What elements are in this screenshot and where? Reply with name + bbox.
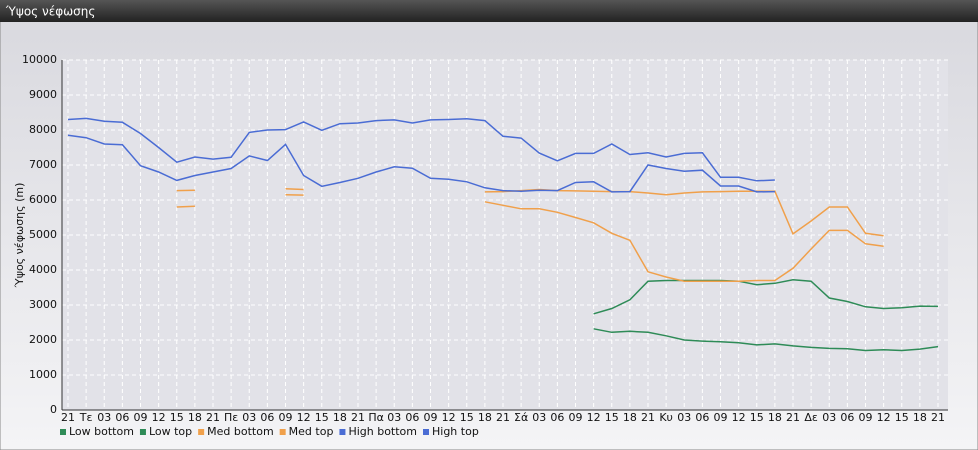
legend-swatch [60, 429, 66, 435]
x-tick-label: 12 [732, 411, 746, 424]
x-tick-label: 03 [387, 411, 401, 424]
x-tick-label: 09 [424, 411, 438, 424]
y-tick-label: 0 [50, 403, 57, 416]
x-tick-label: 15 [895, 411, 909, 424]
x-tick-label: Σά [514, 411, 528, 424]
legend-swatch [339, 429, 346, 435]
x-tick-label: 09 [279, 411, 293, 424]
x-tick-label: 12 [587, 411, 601, 424]
y-tick-label: 10000 [22, 53, 57, 66]
chart-title: Ύψος νέφωσης [5, 5, 95, 19]
x-tick-label: 18 [478, 411, 492, 424]
x-tick-label: 21 [61, 411, 75, 424]
x-tick-label: Τε [79, 411, 93, 424]
series-line [176, 194, 884, 282]
y-axis-label: Ύψος νέφωσης (m) [13, 183, 26, 289]
y-tick-label: 2000 [29, 333, 57, 346]
x-tick-label: 15 [315, 411, 329, 424]
x-tick-label: Πε [224, 411, 238, 424]
x-tick-label: 21 [931, 411, 945, 424]
x-tick-label: 15 [750, 411, 764, 424]
x-tick-label: 21 [641, 411, 655, 424]
y-tick-label: 8000 [29, 123, 57, 136]
x-tick-label: 06 [405, 411, 419, 424]
x-tick-label: 18 [333, 411, 347, 424]
x-tick-label: 21 [351, 411, 365, 424]
x-tick-label: 09 [714, 411, 728, 424]
legend-swatch [198, 429, 205, 435]
x-tick-label: 18 [768, 411, 782, 424]
y-tick-label: 7000 [29, 158, 57, 171]
x-tick-label: 12 [877, 411, 891, 424]
x-tick-label: 12 [442, 411, 456, 424]
series-line [593, 279, 939, 315]
x-tick-label: 06 [840, 411, 854, 424]
x-tick-label: 09 [859, 411, 873, 424]
x-tick-label: 12 [297, 411, 311, 424]
legend-label: Med bottom [207, 425, 274, 438]
legend-label: Med top [289, 425, 334, 438]
x-tick-label: 15 [460, 411, 474, 424]
legend-label: High top [432, 425, 479, 438]
x-tick-label: 15 [170, 411, 184, 424]
y-tick-label: 4000 [29, 263, 57, 276]
x-tick-label: 06 [695, 411, 709, 424]
x-tick-label: 03 [242, 411, 256, 424]
y-tick-label: 6000 [29, 193, 57, 206]
y-tick-label: 1000 [29, 368, 57, 381]
y-tick-label: 3000 [29, 298, 57, 311]
x-tick-label: 09 [134, 411, 148, 424]
x-tick-label: 03 [532, 411, 546, 424]
x-tick-label: Δε [804, 411, 818, 424]
legend-label: Low bottom [69, 425, 134, 438]
y-tick-label: 5000 [29, 228, 57, 241]
x-tick-label: Πα [368, 411, 384, 424]
x-tick-label: 06 [550, 411, 564, 424]
legend-label: Low top [149, 425, 192, 438]
x-tick-label: 18 [623, 411, 637, 424]
x-tick-label: 21 [786, 411, 800, 424]
x-tick-label: 18 [188, 411, 202, 424]
x-tick-label: Κυ [659, 411, 673, 424]
x-tick-label: 21 [206, 411, 220, 424]
x-tick-label: 21 [496, 411, 510, 424]
x-tick-label: 03 [822, 411, 836, 424]
x-tick-label: 15 [605, 411, 619, 424]
series-line [593, 328, 939, 352]
series-line [67, 134, 775, 193]
y-tick-label: 9000 [29, 88, 57, 101]
x-tick-label: 06 [115, 411, 129, 424]
series-line [67, 117, 775, 182]
x-tick-label: 12 [152, 411, 166, 424]
x-tick-label: 09 [569, 411, 583, 424]
legend-swatch [139, 429, 146, 435]
title-bar [0, 0, 978, 22]
x-tick-label: 03 [97, 411, 111, 424]
x-tick-label: 18 [913, 411, 927, 424]
legend-label: High bottom [348, 425, 417, 438]
legend-swatch [279, 429, 286, 435]
x-tick-label: 06 [260, 411, 274, 424]
x-tick-label: 03 [677, 411, 691, 424]
legend-swatch [423, 429, 429, 435]
